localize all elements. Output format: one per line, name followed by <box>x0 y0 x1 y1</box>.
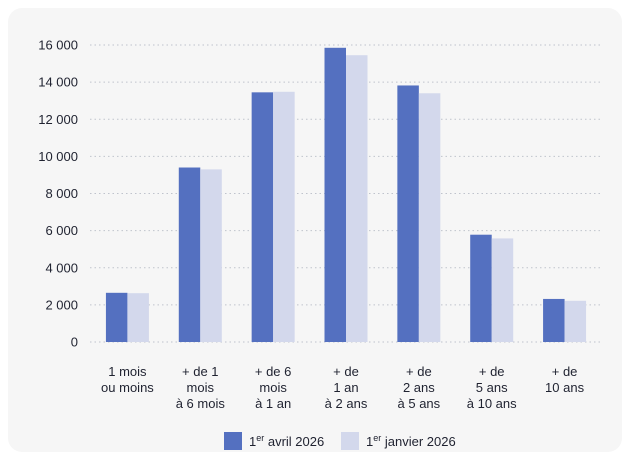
y-tick-label: 2 000 <box>45 297 78 312</box>
bars <box>105 47 587 343</box>
y-tick-label: 6 000 <box>45 223 78 238</box>
x-category-label: + de 1 <box>182 364 219 379</box>
legend-swatch <box>341 432 359 450</box>
y-tick-label: 0 <box>71 335 78 350</box>
legend-swatch <box>224 432 242 450</box>
bar-series-1 <box>324 47 346 343</box>
x-category-label: mois <box>187 380 215 395</box>
x-category-label: 10 ans <box>545 380 585 395</box>
x-category-label: 1 an <box>333 380 358 395</box>
x-category-label: + de 6 <box>255 364 292 379</box>
x-category-label: ou moins <box>101 380 154 395</box>
y-axis-ticks: 0 2 000 4 000 6 000 8 000 10 000 12 000 14 000 1… <box>38 38 78 350</box>
y-tick-label: 8 000 <box>45 186 78 201</box>
y-tick-label: 4 000 <box>45 260 78 275</box>
x-category-label: + de <box>479 364 505 379</box>
x-category-label: 5 ans <box>476 380 508 395</box>
legend: 1er avril 2026 1er janvier 2026 <box>224 432 456 450</box>
bar-series-2 <box>273 91 295 342</box>
bar-series-2 <box>346 55 368 342</box>
y-tick-label: 14 000 <box>38 75 78 90</box>
legend-label-rest: janvier 2026 <box>381 434 455 449</box>
legend-label: 1er janvier 2026 <box>366 433 456 449</box>
legend-label: 1er avril 2026 <box>249 433 324 449</box>
x-category-label: 1 mois <box>108 364 147 379</box>
bar-series-2 <box>418 93 441 342</box>
x-category-label: + de <box>406 364 432 379</box>
x-category-label: + de <box>333 364 359 379</box>
y-tick-label: 12 000 <box>38 112 78 127</box>
legend-label-rest: avril 2026 <box>264 434 324 449</box>
legend-label-base: 1 <box>249 434 256 449</box>
legend-label-superscript: er <box>373 433 381 443</box>
bar-series-1 <box>178 167 201 342</box>
bar-series-1 <box>470 234 492 342</box>
bar-series-1 <box>105 292 128 342</box>
bar-series-2 <box>200 169 222 342</box>
x-category-label: à 1 an <box>255 396 291 411</box>
y-tick-label: 16 000 <box>38 38 78 53</box>
x-category-label: + de <box>552 364 578 379</box>
x-category-label: à 6 mois <box>176 396 226 411</box>
bar-series-2 <box>564 300 587 342</box>
bar-series-1 <box>397 85 419 342</box>
bar-series-2 <box>127 293 149 342</box>
x-category-label: à 2 ans <box>325 396 368 411</box>
y-tick-label: 10 000 <box>38 149 78 164</box>
x-category-label: à 10 ans <box>467 396 517 411</box>
legend-label-superscript: er <box>256 433 264 443</box>
bar-series-2 <box>491 238 514 342</box>
bar-series-1 <box>251 92 274 342</box>
legend-label-base: 1 <box>366 434 373 449</box>
bar-series-1 <box>543 298 565 342</box>
x-category-label: mois <box>259 380 287 395</box>
x-category-label: à 5 ans <box>398 396 441 411</box>
x-category-label: 2 ans <box>403 380 435 395</box>
